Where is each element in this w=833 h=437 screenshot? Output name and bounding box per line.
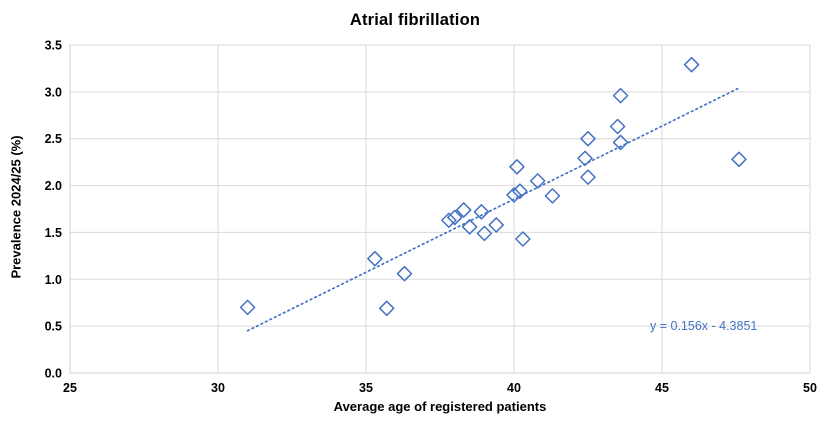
- x-tick-label: 35: [359, 381, 373, 395]
- data-point-marker: [506, 187, 522, 203]
- data-point-marker: [396, 265, 413, 282]
- y-tick-label: 3.0: [45, 85, 62, 99]
- y-axis-title: Prevalence 2024/25 (%): [8, 135, 24, 279]
- y-tick-label: 2.0: [45, 179, 62, 193]
- data-point-marker: [476, 225, 493, 242]
- y-tick-label: 1.0: [45, 273, 62, 287]
- data-point-marker: [509, 159, 525, 175]
- data-point-marker: [378, 300, 395, 317]
- data-point-marker: [473, 204, 490, 220]
- data-point-marker: [488, 217, 504, 233]
- data-point-marker: [609, 118, 626, 135]
- data-point-marker: [515, 231, 531, 247]
- y-tick-label: 0.0: [45, 367, 62, 381]
- data-point-marker: [580, 169, 596, 185]
- data-point-marker: [461, 219, 478, 235]
- trendline-equation-label: y = 0.156x - 4.3851: [650, 319, 758, 333]
- x-tick-label: 30: [211, 381, 225, 395]
- data-point-marker: [239, 299, 256, 316]
- data-point-marker: [544, 188, 561, 204]
- data-point-marker: [455, 202, 472, 218]
- data-point-marker: [447, 209, 463, 226]
- data-point-marker: [529, 173, 546, 189]
- chart-title: Atrial fibrillation: [349, 11, 481, 29]
- x-tick-label: 25: [63, 381, 77, 395]
- data-point-marker: [683, 56, 700, 73]
- x-tick-label: 50: [803, 381, 817, 395]
- data-point-marker: [577, 150, 593, 167]
- x-axis-title: Average age of registered patients: [333, 399, 547, 414]
- trendline: [246, 87, 740, 332]
- y-tick-label: 3.5: [45, 39, 62, 53]
- x-tick-label: 45: [655, 381, 669, 395]
- data-point-marker: [441, 212, 457, 228]
- data-point-marker: [512, 183, 528, 199]
- y-tick-label: 1.5: [45, 226, 62, 240]
- data-point-marker: [612, 87, 629, 104]
- data-point-marker: [580, 130, 596, 147]
- y-tick-label: 0.5: [45, 320, 62, 334]
- data-point-marker: [731, 151, 747, 168]
- y-tick-label: 2.5: [45, 132, 62, 146]
- x-tick-label: 40: [507, 381, 521, 395]
- data-point-marker: [367, 250, 383, 267]
- data-point-marker: [612, 134, 629, 151]
